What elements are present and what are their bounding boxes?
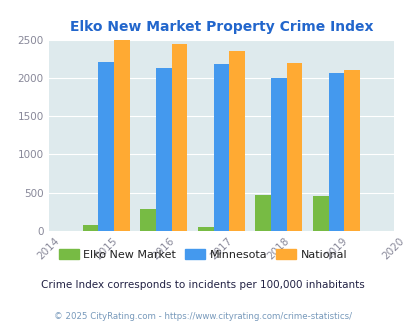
Text: Crime Index corresponds to incidents per 100,000 inhabitants: Crime Index corresponds to incidents per…: [41, 280, 364, 290]
Bar: [271, 78, 286, 231]
Bar: [83, 225, 98, 231]
Legend: Elko New Market, Minnesota, National: Elko New Market, Minnesota, National: [54, 245, 351, 264]
Title: Elko New Market Property Crime Index: Elko New Market Property Crime Index: [69, 20, 372, 34]
Bar: [312, 196, 328, 231]
Bar: [228, 51, 244, 231]
Bar: [343, 70, 359, 231]
Bar: [255, 195, 271, 231]
Bar: [286, 63, 301, 231]
Bar: [156, 68, 171, 231]
Bar: [140, 209, 156, 231]
Bar: [171, 44, 187, 231]
Bar: [114, 40, 129, 231]
Text: © 2025 CityRating.com - https://www.cityrating.com/crime-statistics/: © 2025 CityRating.com - https://www.city…: [54, 312, 351, 321]
Bar: [213, 64, 228, 231]
Bar: [328, 73, 343, 231]
Bar: [98, 62, 114, 231]
Bar: [198, 227, 213, 231]
